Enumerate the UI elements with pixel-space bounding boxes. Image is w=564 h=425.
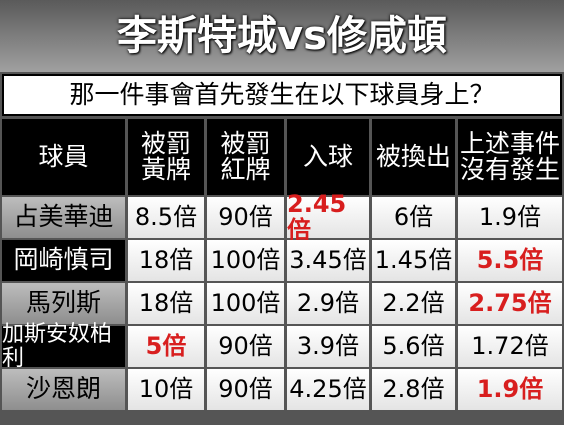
text: 被罰	[220, 128, 271, 158]
text: 上述事件	[459, 128, 560, 158]
text: 沙恩朗	[25, 374, 101, 404]
text: 5倍	[145, 331, 187, 360]
text: 3.45倍	[289, 245, 367, 274]
odds-cell: 1.9倍	[458, 369, 562, 410]
header-cell: 球員	[2, 119, 125, 195]
odds-cell: 5.6倍	[372, 326, 455, 367]
odds-cell: 90倍	[207, 369, 284, 410]
odds-cell: 18倍	[128, 240, 204, 281]
text: 10倍	[138, 374, 194, 403]
odds-cell: 2.2倍	[372, 283, 455, 324]
odds-cell: 1.9倍	[458, 197, 562, 238]
text: 加斯安奴柏利	[2, 322, 113, 371]
text: 沒有發生	[459, 155, 560, 184]
text: 黃牌	[140, 155, 191, 184]
header-cell: 被罰 紅牌	[207, 119, 284, 195]
title: 李斯特城vs修咸頓	[0, 0, 564, 72]
odds-cell: 3.9倍	[287, 326, 369, 367]
text: 90倍	[218, 331, 273, 360]
odds-cell: 2.45倍	[287, 192, 369, 242]
odds-cell: 1.45倍	[372, 240, 455, 281]
text: 2.75倍	[468, 288, 552, 317]
text: 1.45倍	[374, 245, 453, 274]
text: 入球	[302, 141, 353, 171]
odds-cell: 6倍	[372, 197, 455, 238]
header-cell: 被換出	[372, 119, 455, 195]
text: 2.2倍	[382, 288, 445, 317]
header-cell: 上述事件 沒有發生	[458, 119, 562, 195]
text: 紅牌	[220, 155, 271, 184]
odds-cell: 8.5倍	[128, 197, 204, 238]
odds-cell: 2.9倍	[287, 283, 369, 324]
text: 90倍	[218, 374, 273, 403]
odds-cell: 18倍	[128, 283, 204, 324]
odds-cell: 4.25倍	[287, 369, 369, 410]
player-cell: 沙恩朗	[2, 369, 125, 410]
text: 1.9倍	[478, 202, 542, 231]
subtitle: 那一件事會首先發生在以下球員身上？	[2, 74, 562, 116]
player-cell: 馬列斯	[2, 283, 125, 324]
text: 100倍	[210, 288, 281, 317]
header-cell: 被罰 黃牌	[128, 119, 204, 195]
odds-cell: 100倍	[207, 240, 284, 281]
odds-cell: 90倍	[207, 326, 284, 367]
text: 6倍	[393, 202, 434, 231]
header-cell: 入球	[287, 119, 369, 195]
text: 1.72倍	[471, 331, 549, 360]
text: 5.5倍	[476, 245, 544, 274]
text: 100倍	[210, 245, 281, 274]
text: 球員	[38, 141, 89, 171]
odds-cell: 1.72倍	[458, 326, 562, 367]
text: 1.9倍	[476, 374, 544, 403]
text: 5.6倍	[382, 331, 445, 360]
odds-cell: 2.8倍	[372, 369, 455, 410]
text: 被罰	[140, 128, 191, 158]
text: 18倍	[138, 245, 194, 274]
text: 90倍	[218, 202, 273, 231]
player-cell: 岡崎慎司	[2, 240, 125, 281]
text: 2.8倍	[382, 374, 445, 403]
odds-cell: 90倍	[207, 197, 284, 238]
text: 2.45倍	[287, 190, 347, 244]
text: 8.5倍	[134, 202, 198, 231]
odds-cell: 5倍	[128, 326, 204, 367]
odds-cell: 100倍	[207, 283, 284, 324]
text: 被換出	[375, 141, 451, 171]
odds-cell: 5.5倍	[458, 240, 562, 281]
text: 岡崎慎司	[13, 245, 114, 275]
player-cell: 加斯安奴柏利	[2, 322, 125, 371]
text: 2.9倍	[296, 288, 360, 317]
text: 18倍	[138, 288, 194, 317]
odds-cell: 10倍	[128, 369, 204, 410]
player-cell: 占美華迪	[2, 197, 125, 238]
odds-cell: 3.45倍	[287, 240, 369, 281]
odds-cell: 2.75倍	[458, 283, 562, 324]
text: 馬列斯	[25, 288, 101, 318]
text: 占美華迪	[13, 202, 114, 232]
text: 3.9倍	[296, 331, 360, 360]
text: 4.25倍	[289, 374, 367, 403]
